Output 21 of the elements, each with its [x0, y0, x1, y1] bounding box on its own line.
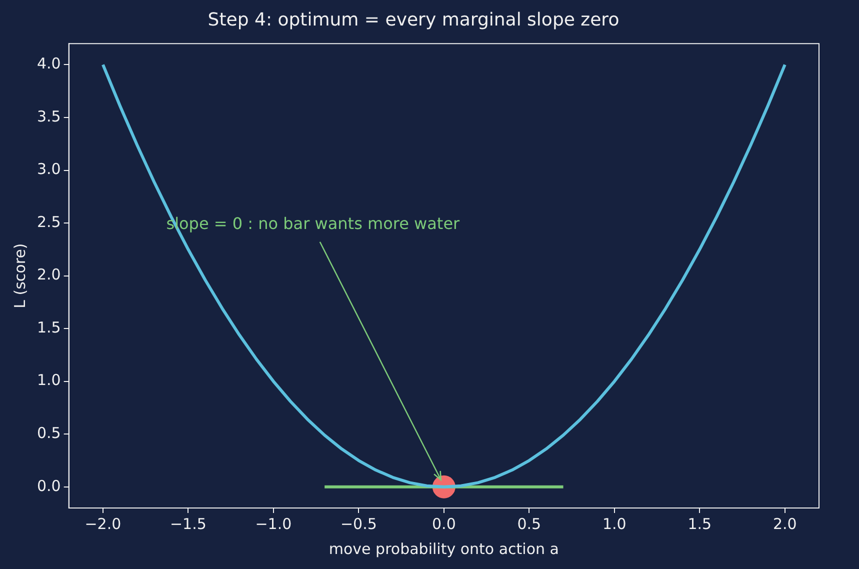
y-tick-label: 2.0 [36, 266, 61, 284]
x-tick-label: 0.0 [432, 514, 456, 533]
x-tick-label: 1.5 [688, 514, 712, 533]
x-tick-label: 2.0 [772, 514, 797, 533]
y-tick-label: 1.0 [36, 371, 61, 390]
x-tick-label: −2.0 [84, 514, 122, 533]
x-tick-label: −1.0 [255, 514, 292, 533]
x-tick-label: 1.0 [602, 514, 626, 533]
x-tick-label: −0.5 [340, 514, 377, 533]
y-tick-label: 0.0 [36, 476, 61, 495]
y-tick-label: 0.5 [36, 424, 61, 442]
y-axis-title: L (score) [10, 243, 29, 308]
y-tick-label: 3.5 [36, 107, 61, 126]
y-tick-label: 1.5 [36, 318, 61, 336]
y-tick-label: 4.0 [36, 54, 61, 73]
chart-title: Step 4: optimum = every marginal slope zero [208, 9, 620, 30]
x-tick-label: −1.5 [170, 514, 206, 533]
x-axis-title: move probability onto action a [328, 540, 559, 558]
x-tick-label: 0.5 [517, 514, 542, 533]
y-tick-label: 2.5 [36, 212, 61, 231]
y-tick-label: 3.0 [36, 160, 61, 178]
